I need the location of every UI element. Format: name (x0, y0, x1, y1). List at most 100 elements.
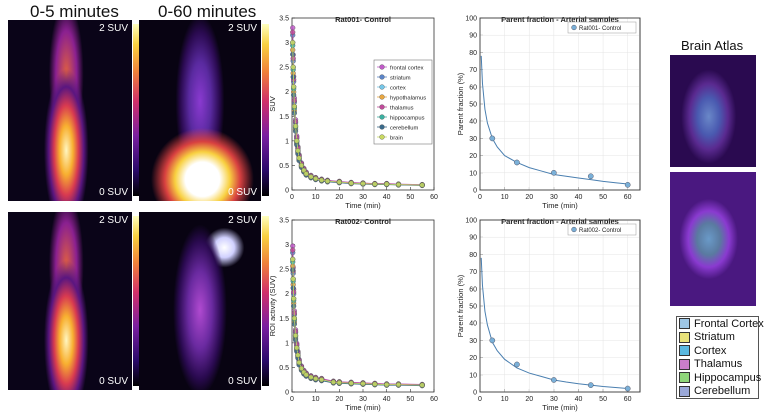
data-point (294, 138, 300, 144)
scale-top-label: 2 SUV (228, 23, 257, 34)
fit-curve (480, 257, 628, 390)
legend-label: cerebellum (390, 125, 419, 131)
parent-fraction-chart-rat001: 0 10 20 30 40 50 60 0 10 20 30 40 50 60 70 80 90 100 Paren… (456, 15, 641, 210)
data-point (318, 177, 325, 183)
series-line (292, 259, 423, 386)
x-tick-label: 20 (525, 396, 533, 403)
scale-bottom-label: 0 SUV (228, 187, 257, 198)
series-line (292, 42, 423, 186)
data-point (303, 171, 309, 177)
pet-image-full-rat001: 2 SUV 0 SUV (139, 20, 261, 201)
legend-label: thalamus (390, 105, 414, 111)
y-tick-label: 0 (285, 188, 289, 195)
y-tick-label: 20 (469, 153, 477, 160)
x-tick-label: 50 (599, 396, 607, 403)
y-tick-label: 1 (285, 340, 289, 347)
x-tick-label: 50 (406, 194, 414, 201)
x-tick-label: 30 (550, 396, 558, 403)
chart-title: Parent fraction - Arterial samples (501, 15, 619, 24)
header-full: 0-60 minutes (158, 2, 257, 21)
y-tick-label: 90 (469, 33, 477, 40)
x-axis-label: Time (min) (345, 201, 381, 210)
data-point (419, 182, 425, 188)
data-point (292, 123, 299, 129)
chart-title: Rat002- Control (335, 217, 391, 226)
x-tick-label: 0 (290, 194, 294, 201)
y-tick-label: 100 (465, 218, 477, 225)
y-tick-label: 1.5 (279, 316, 289, 323)
fit-curve (480, 55, 628, 185)
y-tick-label: 40 (469, 119, 477, 126)
legend-marker (571, 226, 577, 233)
x-tick-label: 0 (478, 194, 482, 201)
y-tick-label: 0 (285, 390, 289, 397)
x-axis-label: Time (min) (542, 403, 578, 412)
y-tick-label: 1 (285, 138, 289, 145)
data-point (372, 181, 378, 187)
y-tick-label: 3 (285, 242, 289, 249)
x-tick-label: 60 (624, 194, 632, 201)
data-point (291, 84, 297, 90)
data-point (291, 296, 297, 302)
y-tick-label: 2.5 (279, 65, 289, 72)
scale-bottom-label: 0 SUV (99, 376, 128, 387)
legend-swatch (679, 358, 690, 370)
y-tick-label: 50 (469, 304, 477, 311)
y-tick-label: 2 (285, 291, 289, 298)
data-point (550, 377, 557, 383)
tac-chart-rat002: 0 10 20 30 40 50 60 0 0.5 1 1.5 2 2.5 3 3.5 Rat002- Con… (270, 217, 438, 412)
data-point (308, 374, 314, 380)
data-point (290, 276, 296, 282)
chart-title: Rat001- Control (335, 15, 391, 24)
pet-image-early-rat001: 2 SUV 0 SUV (8, 20, 132, 201)
colorbar-2 (262, 24, 269, 196)
atlas-legend-item: Cortex (677, 344, 758, 358)
data-point (336, 380, 342, 386)
data-point (290, 29, 296, 35)
legend-box (567, 21, 637, 34)
legend-swatch (679, 345, 690, 357)
x-tick-label: 20 (335, 194, 343, 201)
y-tick-label: 60 (469, 286, 477, 293)
x-tick-label: 10 (312, 396, 320, 403)
data-point (587, 173, 594, 180)
x-axis-label: Time (min) (542, 201, 578, 210)
data-point (550, 169, 557, 176)
atlas-legend-label: Frontal Cortex (694, 317, 764, 330)
data-point (291, 315, 297, 321)
legend-marker (379, 104, 385, 110)
atlas-legend-item: Striatum (677, 331, 758, 345)
x-tick-label: 10 (312, 194, 320, 201)
y-tick-label: 20 (469, 355, 477, 362)
data-point (313, 176, 319, 182)
data-point (296, 155, 302, 161)
x-tick-label: 10 (501, 194, 509, 201)
legend-label: hippocampus (390, 115, 425, 121)
data-point (372, 381, 378, 387)
data-point (298, 365, 305, 372)
plot-frame (479, 17, 641, 191)
x-tick-label: 60 (624, 396, 632, 403)
legend-label: brain (390, 135, 403, 141)
legend-swatch (679, 318, 690, 330)
y-tick-label: 3.5 (279, 218, 289, 225)
pet-image-early-rat002: 2 SUV 0 SUV (8, 212, 132, 390)
data-point (624, 181, 631, 188)
y-tick-label: 30 (469, 136, 477, 143)
data-point (514, 361, 520, 368)
legend-swatch (679, 372, 690, 384)
legend-swatch (679, 331, 690, 343)
y-tick-label: 70 (469, 67, 477, 74)
data-point (348, 180, 354, 186)
legend-label: striatum (390, 75, 411, 81)
x-tick-label: 20 (525, 194, 533, 201)
atlas-legend-label: Striatum (694, 331, 735, 344)
legend-label: Rat002- Control (579, 228, 621, 234)
legend-marker (379, 84, 385, 90)
y-axis-label: Parent fraction (%) (456, 274, 465, 337)
x-tick-label: 40 (575, 194, 583, 201)
plot-area (291, 219, 435, 393)
atlas-legend-label: Thalamus (694, 358, 743, 371)
y-tick-label: 0.5 (279, 365, 289, 372)
y-tick-label: 1.5 (279, 114, 289, 121)
